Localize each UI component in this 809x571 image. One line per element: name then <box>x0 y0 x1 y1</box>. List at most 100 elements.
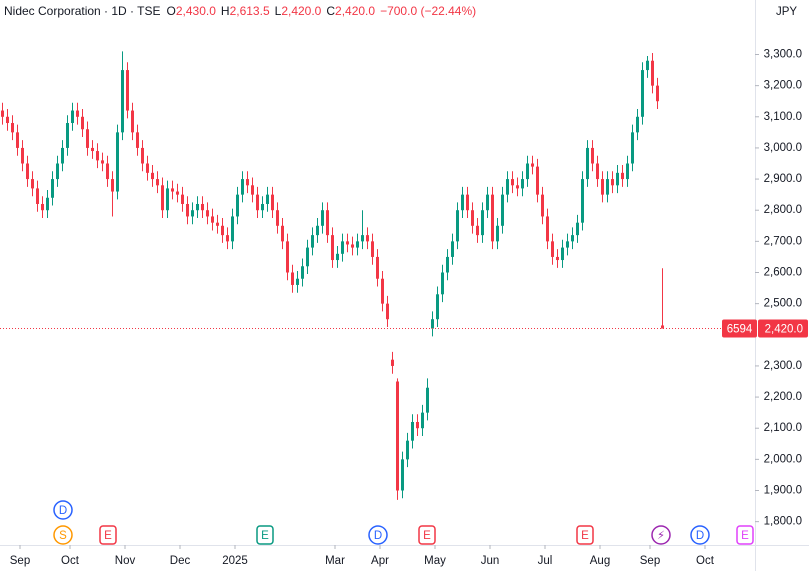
candle-body <box>386 303 389 320</box>
candle-body <box>331 235 334 261</box>
candle-body <box>156 179 159 186</box>
candle-body <box>541 194 544 217</box>
candle-body <box>431 319 434 329</box>
candle-body <box>491 194 494 242</box>
candle-body <box>26 163 29 180</box>
candle-body <box>526 163 529 180</box>
candle-body <box>596 163 599 180</box>
candle-body <box>426 387 429 413</box>
candle-body <box>111 179 114 192</box>
event-badge <box>576 525 594 545</box>
candle-body <box>406 440 409 460</box>
candle-body <box>1 110 4 117</box>
candle-body <box>471 210 474 226</box>
y-tick-label: 2,200.0 <box>764 391 802 403</box>
candle-body <box>366 235 369 242</box>
candle-body <box>286 241 289 273</box>
y-tick-label: 1,800.0 <box>764 516 802 528</box>
y-tick-label: 2,900.0 <box>764 173 802 185</box>
candle-body <box>141 147 144 164</box>
y-tick-label: 3,100.0 <box>764 111 802 123</box>
candle-body <box>571 235 574 242</box>
event-label: D <box>59 505 67 517</box>
candle-body <box>436 294 439 320</box>
event-label: ⚡ <box>657 530 665 542</box>
candle-body <box>76 110 79 117</box>
candle-body <box>181 194 184 204</box>
candle-body <box>256 194 259 211</box>
candle-body <box>71 110 74 124</box>
candle-body <box>661 325 664 329</box>
candle-body <box>211 216 214 223</box>
candle-body <box>656 85 659 102</box>
candle-body <box>401 459 404 491</box>
candle-body <box>381 278 384 304</box>
candle-body <box>206 210 209 217</box>
event-badge <box>256 525 274 545</box>
candle-body <box>546 216 549 242</box>
x-tick-label: May <box>424 555 446 567</box>
candle-body <box>346 241 349 245</box>
candle-body <box>251 185 254 195</box>
candle-body <box>46 197 49 211</box>
candle-body <box>646 60 649 71</box>
candle-body <box>481 210 484 236</box>
candle-body <box>231 216 234 242</box>
candle-body <box>586 147 589 180</box>
candle-body <box>486 194 489 211</box>
candle-body <box>611 179 614 186</box>
candle-body <box>506 179 509 195</box>
candle-body <box>576 222 579 236</box>
x-tick-label: Apr <box>371 555 389 567</box>
change: −700.0 (−22.44%) <box>380 4 476 18</box>
candle-body <box>296 278 299 285</box>
candle-body <box>566 241 569 248</box>
y-tick-label: 3,000.0 <box>764 142 802 154</box>
ohlc-value: 2,420.0 <box>335 4 375 18</box>
candle-body <box>216 222 219 226</box>
candle-body <box>456 210 459 242</box>
currency: JPY <box>776 6 797 18</box>
event-badge <box>53 525 73 545</box>
event-label: E <box>741 530 749 542</box>
event-label: E <box>104 530 112 542</box>
candle-body <box>176 191 179 195</box>
candle-body <box>6 116 9 124</box>
event-badge <box>418 525 436 545</box>
event-label: E <box>581 530 589 542</box>
candle-body <box>121 70 124 133</box>
candle-body <box>496 225 499 242</box>
candle-body <box>306 247 309 267</box>
event-badge <box>368 525 388 545</box>
candle-body <box>51 179 54 198</box>
candle-body <box>311 235 314 248</box>
candle-body <box>81 116 84 130</box>
candle-body <box>516 185 519 189</box>
symbol-tag-text: 6594 <box>727 324 753 336</box>
candle-body <box>441 272 444 295</box>
candle-body <box>191 210 194 217</box>
candle-body <box>581 179 584 223</box>
candle-body <box>201 203 204 211</box>
candle-body <box>616 172 619 186</box>
event-label: D <box>374 530 382 542</box>
candle-body <box>511 179 514 186</box>
x-tick-label: 2025 <box>222 555 248 567</box>
x-tick-label: Oct <box>696 555 715 567</box>
candle-body <box>531 163 534 167</box>
candle-body <box>626 163 629 180</box>
event-badge <box>651 525 671 545</box>
candle-body <box>96 151 99 161</box>
candle-body <box>41 203 44 211</box>
ohlc-key: O <box>167 4 176 18</box>
candle-body <box>561 247 564 261</box>
candle-body <box>266 194 269 204</box>
candle-body <box>356 241 359 248</box>
x-tick-label: Jun <box>481 555 500 567</box>
candle-body <box>186 203 189 217</box>
candle-body <box>501 194 504 226</box>
ohlc-key: L <box>275 4 282 18</box>
candle-body <box>371 241 374 257</box>
candle-body <box>321 210 324 226</box>
